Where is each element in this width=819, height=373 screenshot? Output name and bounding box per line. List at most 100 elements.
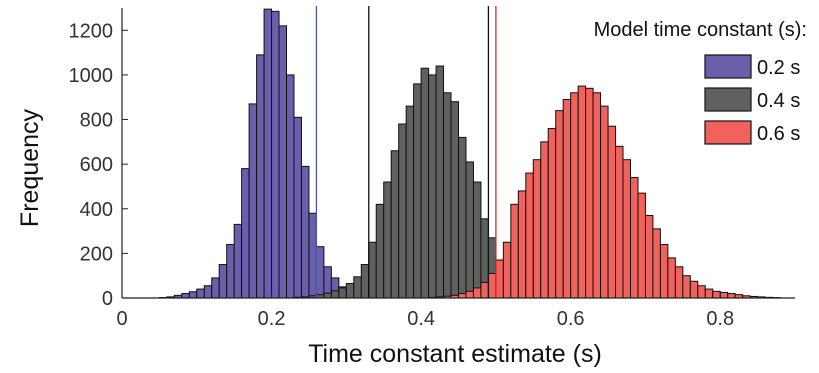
bar [577, 85, 587, 299]
bar [450, 101, 459, 299]
axes: 0 0.2 0.4 0.6 0.8 0 200 400 600 800 1000 1200 [69, 8, 795, 330]
bar [480, 281, 489, 299]
bar [293, 116, 302, 299]
x-tick-label: 0.8 [706, 308, 734, 330]
bar [532, 159, 542, 299]
bar [682, 275, 691, 299]
bar [727, 293, 736, 299]
threshold-lines [315, 6, 497, 298]
y-tick-label: 400 [80, 199, 113, 221]
bar [345, 283, 355, 299]
bar [256, 54, 265, 299]
bar [278, 25, 288, 299]
bar [465, 161, 474, 299]
bar [652, 228, 661, 299]
bar [540, 141, 549, 299]
bar [465, 290, 474, 299]
bar [390, 150, 400, 299]
bar [487, 272, 497, 299]
bar [286, 74, 295, 299]
bar [330, 290, 340, 299]
bar [704, 288, 714, 299]
series-2 [293, 65, 564, 299]
y-tick-label: 800 [80, 110, 113, 132]
bar [570, 92, 579, 299]
bar [271, 10, 280, 299]
bar [218, 264, 228, 299]
bar [644, 214, 654, 299]
bar [181, 293, 190, 299]
bar [203, 285, 213, 299]
bar [697, 285, 706, 299]
bar [226, 243, 235, 299]
bar [241, 168, 250, 299]
x-tick-label: 0.2 [258, 308, 286, 330]
y-tick-label: 600 [80, 154, 113, 176]
bar [510, 203, 519, 299]
bar [719, 291, 729, 299]
legend-label: 0.2 s [757, 57, 800, 79]
x-tick-label: 0.6 [557, 308, 585, 330]
bar [622, 159, 631, 299]
bar [495, 259, 504, 299]
bar [443, 92, 452, 299]
bar [368, 241, 377, 299]
bar [607, 125, 617, 299]
bar [413, 83, 422, 299]
bar [375, 203, 385, 299]
y-tick-label: 1000 [69, 65, 114, 87]
bar [712, 290, 721, 299]
bar [629, 177, 639, 299]
bar [502, 241, 512, 299]
bar [338, 287, 347, 299]
bar [562, 98, 572, 299]
bar [689, 280, 699, 299]
histogram-bars [158, 8, 781, 299]
bar [233, 223, 243, 299]
bar [323, 292, 332, 299]
x-axis-label: Time constant estimate (s) [308, 340, 602, 368]
bar [428, 74, 437, 299]
bar [659, 243, 669, 299]
series-1 [158, 8, 377, 299]
y-tick-label: 0 [102, 288, 113, 310]
legend-label: 0.4 s [757, 90, 800, 112]
bar [263, 8, 273, 299]
bar [435, 65, 445, 299]
bar [592, 92, 602, 299]
bar [308, 212, 317, 299]
bar [667, 257, 676, 299]
bar [458, 136, 467, 299]
legend-swatch [704, 54, 752, 79]
bar [458, 293, 467, 299]
bar [360, 264, 370, 299]
legend-swatch [704, 87, 752, 112]
bar [300, 165, 310, 299]
legend-label: 0.6 s [757, 123, 800, 145]
y-axis-label: Frequency [16, 108, 44, 227]
bar [615, 145, 624, 299]
bar [383, 181, 392, 299]
bar [211, 277, 220, 299]
bar [674, 266, 684, 299]
legend-title: Model time constant (s): [594, 19, 807, 41]
bar [188, 291, 198, 299]
bar [517, 190, 527, 299]
bar [637, 192, 646, 299]
bar [405, 105, 415, 299]
bar [353, 276, 362, 299]
bar [315, 246, 325, 299]
bar [525, 172, 534, 299]
bar [555, 110, 564, 299]
legend-swatch [704, 120, 752, 145]
bar [420, 67, 430, 299]
x-tick-label: 0.4 [407, 308, 435, 330]
y-tick-label: 1200 [69, 20, 114, 42]
legend: Model time constant (s): 0.2 s 0.4 s 0.6 s [594, 19, 807, 145]
bar [600, 105, 609, 299]
y-tick-label: 200 [80, 243, 113, 265]
bar [196, 288, 205, 299]
bar [472, 287, 482, 299]
bar [585, 87, 594, 299]
